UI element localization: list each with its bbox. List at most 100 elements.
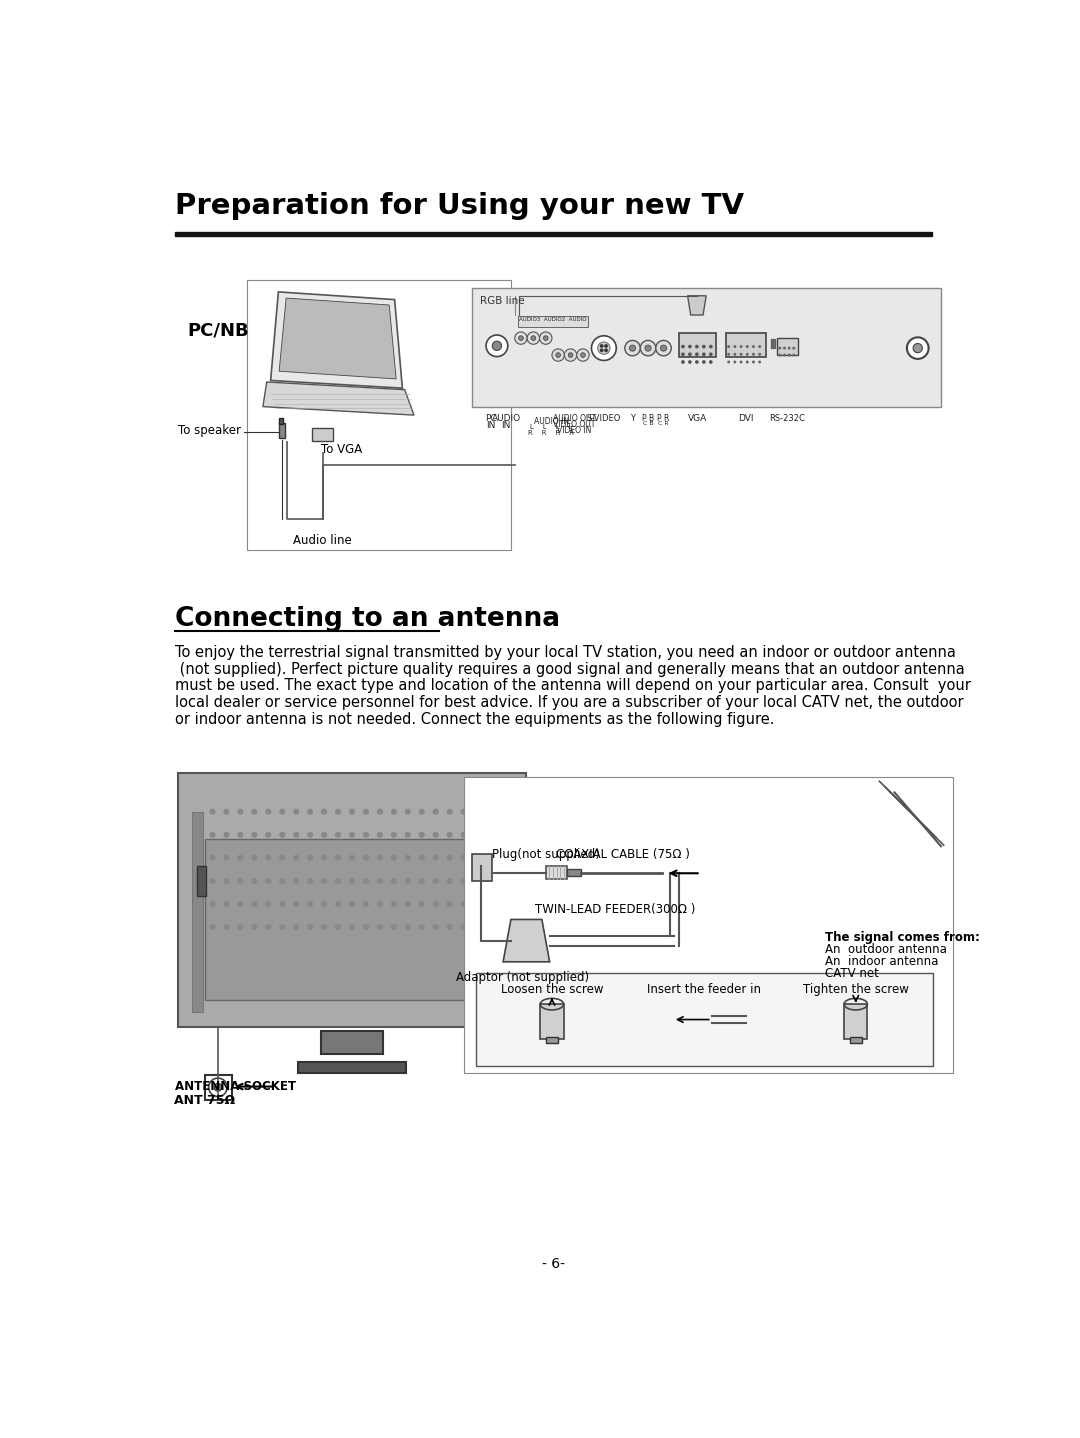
Circle shape [447, 879, 451, 883]
Circle shape [350, 902, 354, 906]
Circle shape [336, 810, 340, 814]
Circle shape [419, 925, 424, 929]
Circle shape [322, 879, 326, 883]
Polygon shape [262, 383, 414, 416]
Circle shape [475, 925, 480, 929]
Text: ANTENNA SOCKET: ANTENNA SOCKET [175, 1080, 296, 1093]
Text: DVI: DVI [738, 414, 754, 423]
Circle shape [681, 345, 684, 348]
Circle shape [689, 361, 691, 364]
Circle shape [308, 925, 312, 929]
Text: Tighten the screw: Tighten the screw [802, 982, 908, 995]
Circle shape [280, 902, 284, 906]
Text: To enjoy the terrestrial signal transmitted by your local TV station, you need a: To enjoy the terrestrial signal transmit… [175, 644, 956, 660]
Circle shape [280, 925, 284, 929]
Circle shape [793, 348, 795, 349]
Circle shape [600, 345, 603, 347]
Circle shape [907, 338, 929, 360]
Circle shape [681, 354, 684, 355]
Circle shape [703, 345, 705, 348]
Bar [499, 866, 509, 896]
Circle shape [703, 361, 705, 364]
Circle shape [746, 345, 748, 348]
Circle shape [392, 856, 396, 860]
Circle shape [759, 354, 760, 355]
Bar [777, 338, 798, 355]
Circle shape [280, 879, 284, 883]
Bar [279, 423, 285, 439]
Circle shape [280, 833, 284, 837]
Text: Plug(not supplied): Plug(not supplied) [491, 847, 599, 860]
Circle shape [378, 856, 382, 860]
Polygon shape [688, 296, 706, 315]
Circle shape [378, 833, 382, 837]
Circle shape [753, 345, 754, 348]
Polygon shape [279, 298, 396, 380]
Circle shape [336, 925, 340, 929]
Circle shape [696, 361, 698, 364]
Circle shape [518, 336, 524, 341]
Circle shape [252, 810, 257, 814]
Circle shape [225, 856, 229, 860]
Circle shape [378, 925, 382, 929]
Bar [464, 777, 953, 1073]
Circle shape [392, 925, 396, 929]
Circle shape [461, 833, 465, 837]
Circle shape [515, 332, 527, 344]
Circle shape [461, 879, 465, 883]
Circle shape [433, 925, 438, 929]
Circle shape [350, 833, 354, 837]
Circle shape [392, 810, 396, 814]
Circle shape [238, 879, 243, 883]
Text: PC: PC [485, 414, 497, 423]
Circle shape [364, 833, 368, 837]
Circle shape [266, 833, 271, 837]
Circle shape [753, 354, 754, 355]
Circle shape [225, 879, 229, 883]
Circle shape [208, 1078, 227, 1097]
Circle shape [405, 833, 410, 837]
Circle shape [728, 354, 729, 355]
Circle shape [728, 361, 729, 362]
Circle shape [740, 354, 742, 355]
Circle shape [656, 341, 672, 355]
Circle shape [322, 925, 326, 929]
Circle shape [238, 925, 243, 929]
Text: P B: P B [642, 414, 654, 423]
Text: COAXIAL CABLE (75Ω ): COAXIAL CABLE (75Ω ) [556, 847, 690, 860]
Bar [845, 1004, 867, 1038]
Text: S-VIDEO: S-VIDEO [586, 414, 621, 423]
Circle shape [784, 348, 785, 349]
Circle shape [728, 345, 729, 348]
Circle shape [225, 902, 229, 906]
Circle shape [581, 352, 585, 358]
Circle shape [475, 879, 480, 883]
Circle shape [336, 902, 340, 906]
Circle shape [211, 925, 215, 929]
Circle shape [350, 879, 354, 883]
Bar [312, 429, 334, 440]
Circle shape [531, 336, 536, 341]
Circle shape [779, 354, 781, 355]
Circle shape [447, 902, 451, 906]
Circle shape [322, 856, 326, 860]
Circle shape [475, 856, 480, 860]
Text: An  outdoor antenna: An outdoor antenna [825, 942, 947, 956]
Text: PC/NB: PC/NB [188, 322, 249, 339]
Circle shape [214, 1083, 221, 1091]
Text: An  indoor antenna: An indoor antenna [825, 955, 939, 968]
Circle shape [689, 345, 691, 348]
Bar [770, 339, 775, 348]
Text: Preparation for Using your new TV: Preparation for Using your new TV [175, 193, 744, 220]
Bar [472, 854, 491, 881]
Circle shape [447, 833, 451, 837]
Bar [321, 1031, 383, 1054]
Text: VIDEO IN: VIDEO IN [557, 426, 592, 434]
Circle shape [710, 361, 712, 364]
Circle shape [294, 810, 298, 814]
Circle shape [294, 902, 298, 906]
Circle shape [378, 810, 382, 814]
Polygon shape [271, 292, 403, 388]
Circle shape [238, 810, 243, 814]
Circle shape [681, 361, 684, 364]
